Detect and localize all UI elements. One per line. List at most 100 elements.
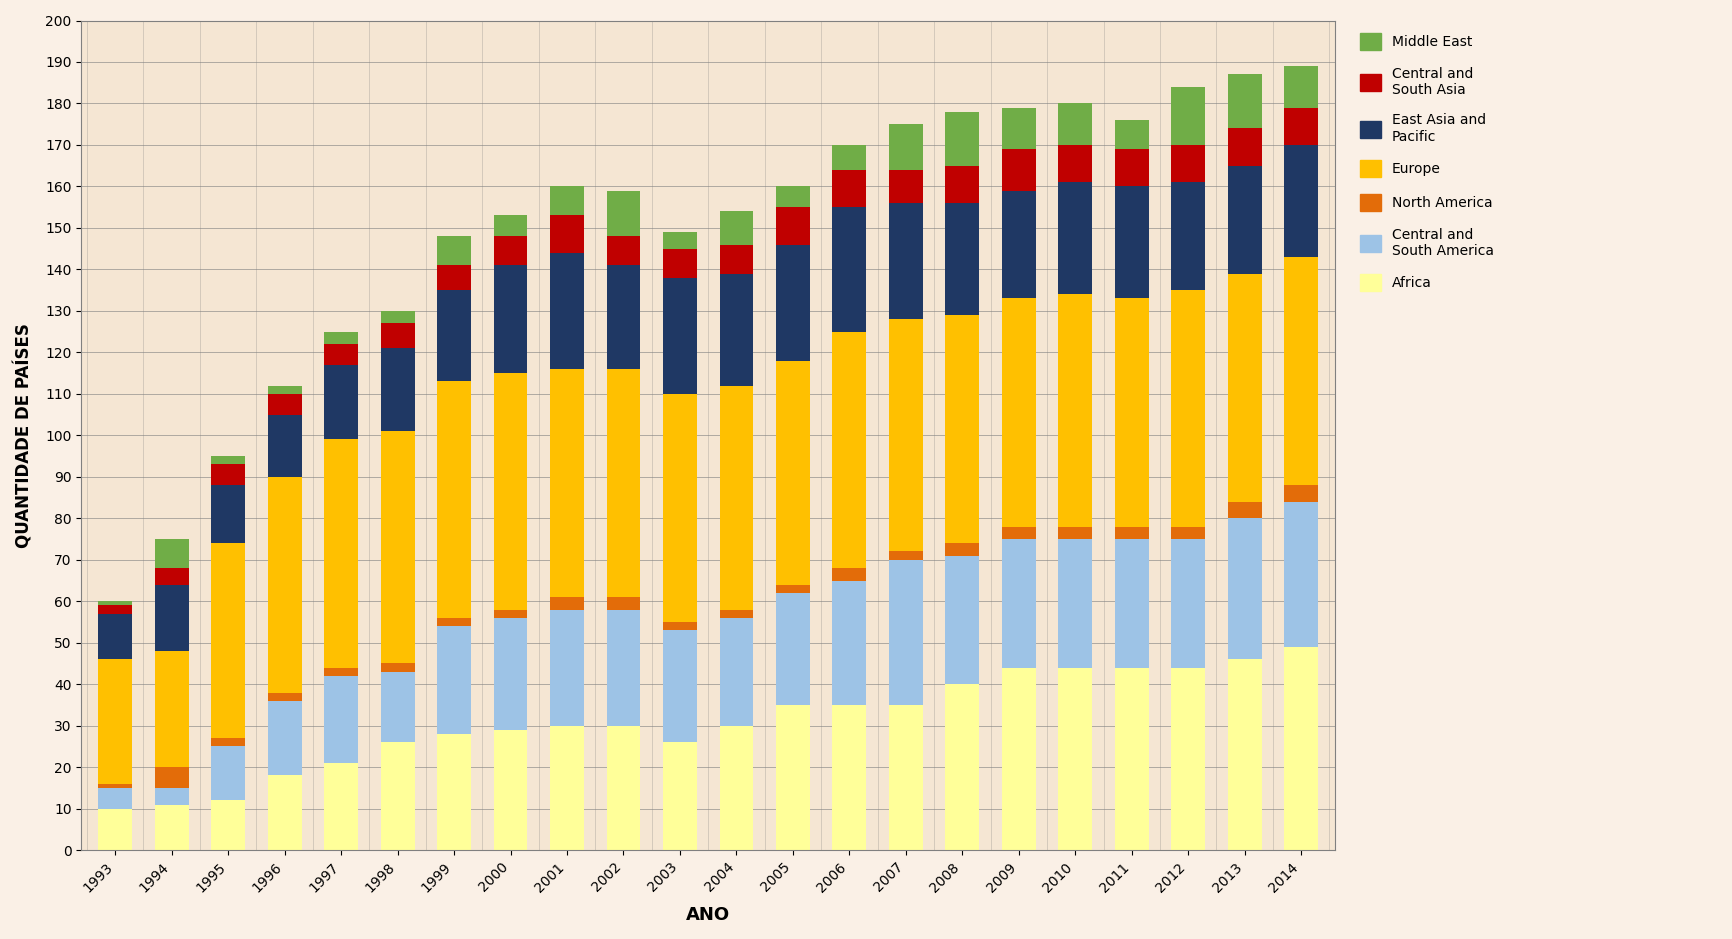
Bar bbox=[1171, 87, 1205, 145]
Bar bbox=[833, 145, 866, 170]
Bar bbox=[494, 265, 528, 373]
Bar bbox=[1001, 149, 1036, 191]
Bar bbox=[1228, 659, 1261, 850]
Bar bbox=[1171, 527, 1205, 539]
Bar bbox=[268, 693, 301, 700]
Bar bbox=[551, 215, 584, 253]
Bar bbox=[1058, 294, 1093, 527]
Bar bbox=[946, 543, 979, 556]
Bar bbox=[606, 369, 641, 597]
Bar bbox=[154, 539, 189, 568]
Bar bbox=[494, 609, 528, 618]
Bar bbox=[1228, 501, 1261, 518]
Bar bbox=[494, 618, 528, 730]
Bar bbox=[211, 543, 246, 738]
Bar bbox=[946, 556, 979, 685]
Bar bbox=[436, 618, 471, 626]
Bar bbox=[776, 585, 811, 593]
Bar bbox=[211, 465, 246, 485]
Bar bbox=[889, 551, 923, 560]
Bar bbox=[1283, 257, 1318, 485]
Bar bbox=[381, 743, 414, 850]
Bar bbox=[324, 365, 359, 439]
Bar bbox=[268, 700, 301, 776]
Bar bbox=[889, 319, 923, 551]
Bar bbox=[889, 170, 923, 203]
Bar bbox=[1171, 182, 1205, 290]
Bar bbox=[99, 614, 132, 659]
Bar bbox=[776, 187, 811, 208]
Bar bbox=[719, 211, 753, 244]
Bar bbox=[551, 609, 584, 726]
Bar bbox=[436, 381, 471, 618]
Bar bbox=[268, 415, 301, 477]
Bar bbox=[154, 788, 189, 805]
Bar bbox=[606, 237, 641, 265]
Bar bbox=[1283, 485, 1318, 501]
Bar bbox=[436, 237, 471, 265]
Bar bbox=[1058, 539, 1093, 668]
Bar bbox=[1228, 518, 1261, 659]
Bar bbox=[833, 331, 866, 568]
Bar bbox=[1001, 299, 1036, 527]
Bar bbox=[381, 348, 414, 431]
Bar bbox=[1058, 103, 1093, 145]
Bar bbox=[154, 568, 189, 585]
Bar bbox=[1115, 299, 1148, 527]
Bar bbox=[1283, 66, 1318, 108]
Bar bbox=[211, 738, 246, 747]
Bar bbox=[1283, 647, 1318, 850]
Bar bbox=[719, 244, 753, 273]
Bar bbox=[833, 705, 866, 850]
Bar bbox=[1115, 539, 1148, 668]
Bar bbox=[1001, 527, 1036, 539]
Bar bbox=[494, 237, 528, 265]
Bar bbox=[1171, 290, 1205, 527]
Bar bbox=[211, 747, 246, 800]
Bar bbox=[1228, 165, 1261, 273]
Bar bbox=[1171, 145, 1205, 182]
Bar bbox=[606, 597, 641, 609]
Bar bbox=[1115, 668, 1148, 850]
Bar bbox=[381, 311, 414, 323]
Bar bbox=[606, 609, 641, 726]
Bar bbox=[324, 676, 359, 763]
Bar bbox=[551, 726, 584, 850]
Bar bbox=[154, 805, 189, 850]
Bar bbox=[833, 580, 866, 705]
Bar bbox=[946, 165, 979, 203]
Bar bbox=[833, 568, 866, 580]
Bar bbox=[211, 485, 246, 543]
Bar bbox=[606, 265, 641, 369]
Bar bbox=[494, 730, 528, 850]
Bar bbox=[1228, 273, 1261, 501]
Bar bbox=[268, 393, 301, 415]
Bar bbox=[776, 361, 811, 585]
Bar bbox=[436, 734, 471, 850]
Bar bbox=[381, 671, 414, 743]
Bar bbox=[1001, 191, 1036, 299]
Bar bbox=[99, 784, 132, 788]
Bar bbox=[663, 630, 696, 743]
Bar bbox=[324, 668, 359, 676]
Y-axis label: QUANTIDADE DE PAÍSES: QUANTIDADE DE PAÍSES bbox=[16, 323, 35, 547]
Bar bbox=[833, 208, 866, 331]
Bar bbox=[154, 767, 189, 788]
Bar bbox=[606, 191, 641, 237]
Bar bbox=[1283, 108, 1318, 145]
Legend: Middle East, Central and
South Asia, East Asia and
Pacific, Europe, North Americ: Middle East, Central and South Asia, Eas… bbox=[1354, 27, 1500, 297]
Bar bbox=[719, 386, 753, 609]
Bar bbox=[324, 331, 359, 344]
Bar bbox=[154, 651, 189, 767]
Bar bbox=[324, 344, 359, 365]
Bar bbox=[1001, 539, 1036, 668]
Bar bbox=[99, 659, 132, 784]
Bar bbox=[663, 249, 696, 278]
Bar bbox=[606, 726, 641, 850]
Bar bbox=[1115, 527, 1148, 539]
Bar bbox=[99, 808, 132, 850]
Bar bbox=[1115, 149, 1148, 187]
Bar bbox=[663, 393, 696, 622]
Bar bbox=[551, 369, 584, 597]
Bar bbox=[211, 800, 246, 850]
